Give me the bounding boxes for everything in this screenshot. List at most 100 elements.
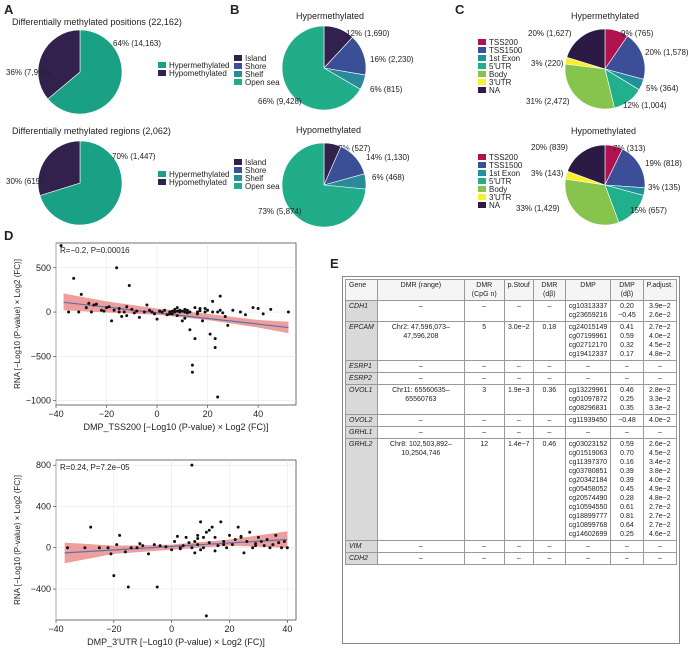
scatter-d1-point <box>231 308 235 312</box>
table-cell-line: −0.48 <box>618 417 636 424</box>
scatter-d1-point <box>135 309 139 313</box>
scatter-d2-x-tick-label: 40 <box>282 624 292 634</box>
scatter-d1-point <box>226 323 230 327</box>
legend-c2-label: Body <box>489 185 507 194</box>
scatter-d2-y-tick-label: −400 <box>31 584 51 594</box>
scatter-d2-x-tick-label: 0 <box>169 624 174 634</box>
scatter-d2-confidence-band <box>64 531 288 564</box>
legend-b2-swatch <box>234 183 242 189</box>
scatter-d2-point <box>184 535 188 539</box>
table-row: CDH1– – – – cg10313337 cg23659216 0.20 −0.45 3.9… <box>345 300 678 322</box>
table-cell-line: 0.35 <box>620 405 634 412</box>
table-cell-line: cg23659216 <box>568 312 608 319</box>
scatter-d2-point <box>236 525 240 529</box>
table-cell-dmrdb: – <box>532 414 566 427</box>
legend-b1-label: Open sea <box>245 78 280 87</box>
scatter-d1-confidence-band <box>63 293 289 334</box>
scatter-d2-point <box>210 525 214 529</box>
table-cell-cpg: – <box>463 552 505 565</box>
pie-a2-slice <box>37 140 81 196</box>
scatter-d1-point <box>183 307 187 311</box>
scatter-d1-point <box>79 292 83 296</box>
legend-b2-label: Shelf <box>245 174 264 183</box>
scatter-d1-point <box>150 310 154 314</box>
table-cell-line: 3.3e−2 <box>649 405 671 412</box>
scatter-d1-point <box>261 312 265 316</box>
pie-a2-slice-label: 70% (1,447) <box>112 152 156 161</box>
scatter-d2-point <box>201 546 205 550</box>
scatter-d1-point <box>188 310 192 314</box>
table-cell-padj: 2.7e−2 4.0e−2 4.5e−2 4.8e−2 <box>642 321 678 361</box>
table-cell-line: cg10899768 <box>568 522 608 529</box>
table-header-cell: Gene <box>345 279 378 301</box>
scatter-d1-y-tick-label: −1000 <box>26 396 51 406</box>
scatter-d1-point <box>238 310 242 314</box>
table-row: VIM – – – – – – – <box>345 540 678 553</box>
table-cell-line: cg20574490 <box>568 495 608 502</box>
legend-a1-swatch <box>158 70 166 76</box>
pie-c1-slice-label: 9% (765) <box>621 29 654 38</box>
scatter-d1-point <box>165 313 169 317</box>
table-cell-pstouf: – <box>503 540 534 553</box>
table-cell-padj: – <box>642 552 678 565</box>
table-cell-line: 4.5e−2 <box>649 342 671 349</box>
scatter-d2-point <box>201 535 205 539</box>
scatter-d2-point <box>187 541 191 545</box>
panel-label-b: B <box>230 2 240 17</box>
table-cell-dmp: – <box>564 552 612 565</box>
scatter-d1-point <box>178 308 182 312</box>
table-cell-cpg: – <box>463 414 505 427</box>
scatter-d2-point <box>196 533 200 537</box>
scatter-d1-point <box>125 305 129 309</box>
scatter-d1-point <box>195 312 199 316</box>
scatter-d2-point <box>230 543 234 547</box>
scatter-d2-point <box>164 545 168 549</box>
scatter-d1-point <box>175 309 179 313</box>
table-cell-line: 2.7e−2 <box>649 504 671 511</box>
scatter-d2-point <box>173 540 177 544</box>
table-cell-line: – <box>586 363 590 370</box>
scatter-d2-point <box>106 546 110 550</box>
scatter-d2-point <box>196 536 200 540</box>
table-cell-line: cg13229961 <box>568 387 608 394</box>
pie-a1-slice-label: 36% (7,999) <box>6 68 50 77</box>
scatter-d1-point <box>193 306 197 310</box>
scatter-d1-point <box>251 306 255 310</box>
scatter-d2-x-tick-label: 20 <box>224 624 234 634</box>
table-cell-line: – <box>625 543 629 550</box>
pie-a2-title: Differentially methylated regions (2,062… <box>12 126 171 136</box>
table-cell-cpg: – <box>463 372 505 385</box>
table-cell-gene: OVOL1 <box>345 384 378 415</box>
table-cell-padj: 2.8e−2 3.3e−2 3.3e−2 <box>642 384 678 415</box>
table-header-cell: p.Stouf <box>503 279 534 301</box>
table-cell-line: 3.4e−2 <box>649 459 671 466</box>
legend-c2-swatch <box>478 170 486 176</box>
pie-b2-slice-label: 7% (527) <box>338 144 371 153</box>
scatter-d2-point <box>222 540 226 544</box>
table-cell-line: −0.45 <box>618 312 636 319</box>
table-cell-dmpdb: 0.20 −0.45 <box>610 300 644 322</box>
scatter-d1-point <box>206 308 210 312</box>
table-cell-gene: CDH1 <box>345 300 378 322</box>
scatter-d2-regression-line <box>64 538 288 554</box>
legend-c2-label: NA <box>489 201 501 210</box>
table-cell-line: 0.70 <box>620 450 634 457</box>
legend-c2-swatch <box>478 162 486 168</box>
scatter-d1-point <box>122 310 126 314</box>
table-cell-dmp: – <box>564 540 612 553</box>
legend-b1-swatch <box>234 55 242 61</box>
scatter-d1-point <box>208 332 212 336</box>
scatter-d1-point <box>147 308 151 312</box>
scatter-d1-point <box>243 313 247 317</box>
pie-b1-slice-label: 66% (9,428) <box>258 97 302 106</box>
legend-c2-label: 3'UTR <box>489 193 512 202</box>
legend-b2-swatch <box>234 159 242 165</box>
scatter-d2-point <box>115 543 119 547</box>
legend-b1-label: Shore <box>245 62 267 71</box>
scatter-d1-point <box>92 303 96 307</box>
scatter-d1-y-axis-label: RNA [−Log10 (P-value) × Log2 (FC)] <box>13 259 22 389</box>
pie-c2-slice-label: 15% (657) <box>630 206 667 215</box>
table-cell-padj: 2.6e−2 4.5e−2 3.4e−2 3.8e−2 4.0e−2 4.9e−2 4.8e… <box>642 438 678 541</box>
legend-b2-label: Island <box>245 158 266 167</box>
legend-b1-swatch <box>234 79 242 85</box>
